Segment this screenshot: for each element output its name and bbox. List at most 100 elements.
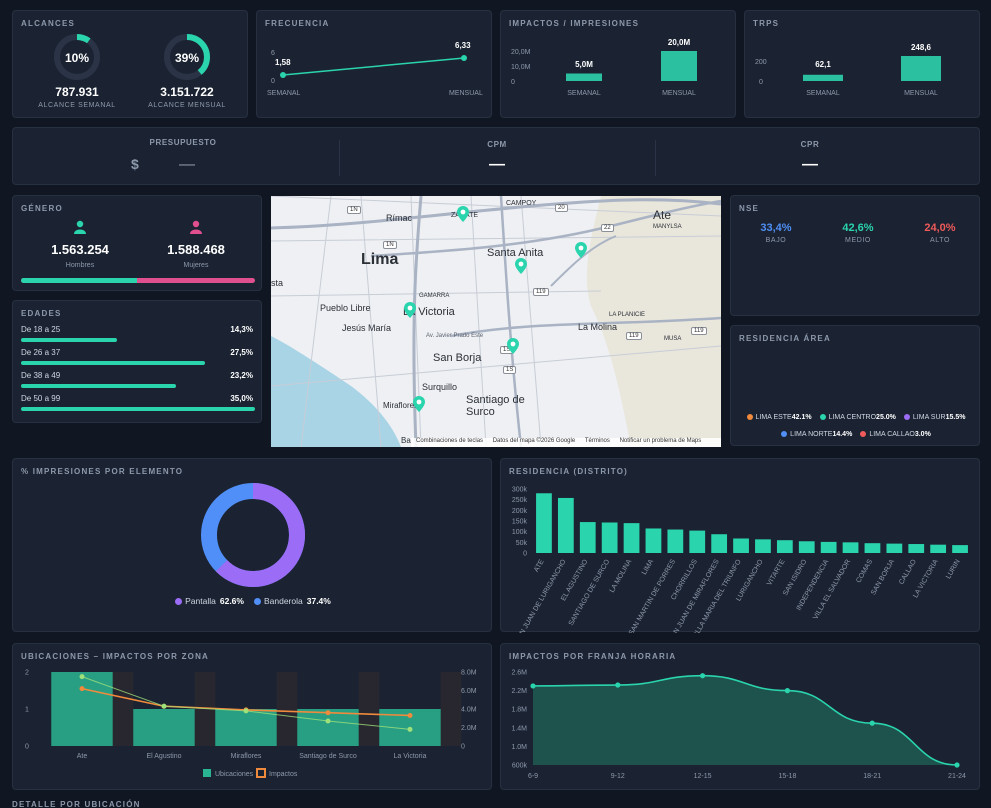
imp-tick-2: 0 [511, 79, 515, 86]
cpm-title: CPM [487, 140, 507, 149]
impresiones-elemento-card: % IMPRESIONES POR ELEMENTO Pantalla 62.6%… [12, 458, 492, 632]
edad-bar [21, 384, 177, 388]
route-shield-icon: 20 [555, 204, 568, 212]
x-tick-label: 15-18 [778, 773, 796, 780]
mujeres-value: 1.588.468 [167, 242, 225, 257]
legend-name: LIMA SUR [912, 414, 946, 421]
map-label: Santiago de Surco [466, 394, 525, 418]
female-user-icon [190, 220, 202, 234]
legend-name: Banderola [263, 596, 303, 606]
edad-bar [21, 361, 205, 365]
y-tick-right: 8.0M [461, 670, 477, 677]
alcance-mensual-value: 3.151.722 [160, 85, 214, 99]
legend-swatch [860, 431, 867, 438]
legend-swatch [903, 414, 910, 421]
impactos-point [407, 712, 413, 718]
presupuesto-value: — [179, 156, 195, 173]
map-label: Pueblo Libre [320, 303, 371, 313]
x-tick-label: SANTIAGO DE SURCO [568, 558, 612, 627]
map-label: sta [271, 278, 284, 288]
map[interactable]: Rímac ZÁRATE CAMPOY Ate MANYLSA Lima San… [271, 196, 721, 447]
secondary-point [79, 674, 85, 680]
location-pin-icon[interactable] [404, 302, 416, 318]
cpr-title: CPR [800, 140, 820, 149]
secondary-point [161, 703, 167, 709]
hombres-value: 1.563.254 [51, 242, 109, 257]
location-pin-icon[interactable] [457, 206, 469, 222]
location-pin-icon[interactable] [515, 258, 527, 274]
location-pin-icon[interactable] [575, 242, 587, 258]
map-attribution: Combinaciones de teclas Datos del mapa ©… [411, 438, 721, 447]
edad-pct: 35,0% [230, 394, 253, 403]
bar [557, 497, 574, 553]
freq-point-semanal [280, 72, 286, 78]
map-label: La Molina [578, 322, 618, 332]
y-tick-right: 4.0M [461, 707, 477, 714]
frecuencia-chart: 6 0 1,58 6,33 SEMANAL MENSUAL [267, 41, 483, 97]
trps-card: TRPS 200 0 62,1 248,6 SEMANAL MENSUAL [744, 10, 980, 118]
map-report-link[interactable]: Notificar un problema de Maps [619, 438, 702, 444]
map-canvas[interactable] [271, 196, 721, 447]
legend-item: LIMA CALLAO3.0% [860, 431, 931, 438]
trps-label-semanal: SEMANAL [806, 90, 840, 97]
x-tick-label: Miraflores [231, 753, 262, 760]
residencia-distrito-card: RESIDENCIA (DISTRITO) 300k 250k 200k 150k 10… [500, 458, 980, 633]
edad-bar [21, 338, 117, 342]
y-tick-label: 200k [512, 508, 528, 515]
area-fill [533, 675, 957, 765]
location-pin-icon[interactable] [413, 396, 425, 412]
legend-swatch [175, 598, 183, 606]
imp-value-semanal: 5,0M [575, 60, 593, 69]
edad-pct: 23,2% [230, 371, 253, 380]
map-data-credit: Datos del mapa ©2026 Google [492, 438, 576, 444]
bar-gap-shade [358, 672, 380, 746]
divider [655, 140, 656, 176]
x-tick-label: 6-9 [528, 773, 538, 780]
bar [820, 541, 837, 553]
bar [601, 522, 618, 553]
impactos-point [79, 686, 85, 692]
y-tick-label: 1.8M [511, 707, 527, 714]
bar [667, 529, 684, 553]
impactos-card: IMPACTOS / IMPRESIONES 20,0M 10,0M 0 5,0… [500, 10, 736, 118]
y-tick-label: 100k [512, 529, 528, 536]
x-tick-label: 18-21 [863, 773, 881, 780]
nse-value: 24,0% [924, 222, 956, 234]
bar [864, 543, 881, 553]
area-point [954, 762, 960, 768]
route-shield-icon: 1S [503, 366, 517, 374]
divider [339, 140, 340, 176]
nse-label: MEDIO [845, 237, 871, 244]
freq-value-semanal: 1,58 [275, 58, 291, 67]
alcance-semanal-pct: 10% [64, 51, 90, 65]
ubicaciones-bar [133, 709, 195, 746]
legend-pct: 37.4% [306, 596, 331, 606]
imp-value-mensual: 20,0M [668, 38, 691, 47]
x-tick-label: LA MOLINA [609, 558, 634, 594]
map-label: Lima [361, 251, 399, 268]
legend-swatch [781, 431, 788, 438]
x-tick-label: CALLAO [898, 558, 918, 586]
map-label: La Victoria [403, 306, 455, 318]
alcance-mensual-pct: 39% [174, 51, 200, 65]
x-tick-label: 9-12 [611, 773, 625, 780]
location-pin-icon[interactable] [507, 338, 519, 354]
map-label: Jesús María [342, 323, 392, 333]
x-tick-label: SAN BORJA [870, 558, 896, 596]
impresiones-donut [201, 483, 305, 587]
map-shortcuts-link[interactable]: Combinaciones de teclas [416, 438, 484, 444]
x-tick-label: LIMA [641, 558, 655, 576]
edades-card: EDADES De 18 a 25 14,3% De 26 a 37 27,5% De … [12, 300, 262, 423]
y-tick-label: 300k [512, 487, 528, 494]
area-point [784, 688, 790, 694]
map-terms-link[interactable]: Términos [584, 438, 610, 444]
bar [952, 545, 968, 553]
bar [930, 544, 947, 553]
edad-label: De 50 a 99 [21, 394, 61, 403]
imp-label-semanal: SEMANAL [567, 90, 601, 97]
presupuesto-currency: $ [131, 156, 139, 172]
nse-label: ALTO [929, 237, 951, 244]
imp-tick-0: 20,0M [511, 49, 531, 56]
bar-gap-shade [112, 672, 134, 746]
